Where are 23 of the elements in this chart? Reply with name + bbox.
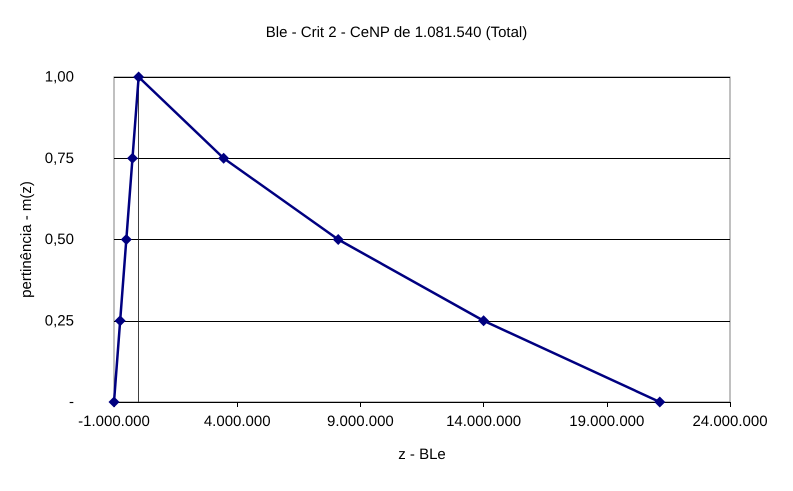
point	[120, 234, 132, 245]
point	[478, 315, 490, 326]
point	[218, 152, 230, 164]
point	[332, 234, 344, 245]
point	[654, 396, 666, 408]
y-axis-title: pertinência - m(z)	[18, 181, 35, 298]
x-axis-title: z - BLe	[398, 446, 446, 463]
y-tick-label: 0,50	[44, 231, 74, 248]
y-tick-label: 1,00	[44, 68, 74, 86]
point	[133, 72, 144, 82]
x-tick-label: 4.000.000	[204, 413, 271, 430]
y-tick-label: 0,75	[44, 150, 74, 167]
x-tick-label: 9.000.000	[327, 413, 394, 430]
y-tick-label: 0,25	[44, 312, 74, 330]
point	[108, 396, 120, 408]
point	[114, 315, 126, 326]
y-tick-label: -	[69, 394, 74, 410]
x-tick-label: 24.000.000	[692, 413, 768, 430]
x-tick-label: -1.000.000	[78, 413, 150, 430]
x-tick-label: 14.000.000	[446, 413, 522, 430]
x-tick-label: 19.000.000	[569, 413, 644, 430]
chart-title: Ble - Crit 2 - CeNP de 1.081.540 (Total)	[266, 24, 528, 41]
point	[126, 152, 138, 164]
